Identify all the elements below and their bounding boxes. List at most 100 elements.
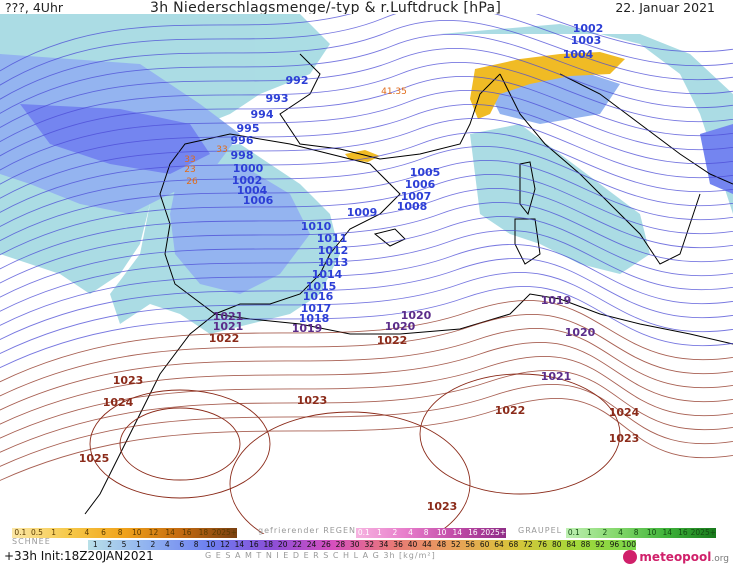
precipitation-layer xyxy=(0,14,733,334)
isobar-line xyxy=(0,146,733,228)
isobar-line xyxy=(0,20,733,100)
coast-adriatic xyxy=(559,73,733,185)
isobar-value-label: 1023 xyxy=(113,374,144,387)
coast-morocco-atlantic xyxy=(84,313,216,515)
legend-scale-value: 1 xyxy=(376,528,382,537)
legend-scale-value: 6 xyxy=(101,528,106,537)
snow-area-alps xyxy=(470,52,625,119)
snow-area-pyrenees xyxy=(345,150,380,162)
legend-scale-value: 14 xyxy=(662,528,673,537)
isobar-line xyxy=(0,300,733,383)
isobar-line xyxy=(0,34,733,114)
precipitation-value-label: 23 xyxy=(184,165,195,175)
isobar-line xyxy=(0,104,733,185)
legend-scale-value: 16 xyxy=(468,528,478,537)
isobar-value-label: 1025 xyxy=(79,452,110,465)
legend-scale-value: 2 xyxy=(107,540,113,549)
legend-scale-value: 4 xyxy=(618,528,623,537)
coast-france xyxy=(279,53,501,160)
coast-africa xyxy=(214,293,733,345)
legend-scale-value: 0.5 xyxy=(30,528,43,537)
rain-area-medium-2 xyxy=(170,164,310,294)
total-precipitation-legend-label: G E S A M T N I E D E R S C H L A G 3h [… xyxy=(205,551,436,560)
legend-scale-value: 10 xyxy=(205,540,216,549)
legend-scale-value: 2025+ xyxy=(480,528,506,537)
precipitation-value-label: 33 xyxy=(184,155,195,165)
precipitation-value-label: 41.35 xyxy=(381,87,407,97)
isobar-value-label: 1008 xyxy=(397,200,428,213)
isobar-value-label: 996 xyxy=(231,134,254,147)
legend-scale-value: 0.1 xyxy=(567,528,580,537)
legend-scale-value: 10 xyxy=(646,528,657,537)
isobar-value-label: 1002 xyxy=(232,174,263,187)
legend-scale-value: 26 xyxy=(321,540,331,549)
isobar-value-label: 1021 xyxy=(213,320,244,333)
coast-corsica xyxy=(519,161,536,216)
isobar-value-label: 1019 xyxy=(541,294,572,307)
legend-scale-value: 64 xyxy=(494,540,504,549)
isobar-value-label: 1023 xyxy=(609,432,640,445)
isobar-value-label: 1020 xyxy=(401,309,432,322)
isobar-value-label: 1022 xyxy=(209,332,240,345)
legend-scale-value: 72 xyxy=(523,540,533,549)
graupel-legend: 0.1 1 2 4 8 10 14 16 2025+ xyxy=(566,528,716,538)
legend-scale-value: 2025+ xyxy=(211,528,238,537)
precipitation-value-label: 26 xyxy=(186,177,198,187)
isobar-line xyxy=(0,62,733,143)
precipitation-pressure-map: 9929939949959969981000100210041006100210… xyxy=(0,14,733,534)
isobar-high-ring xyxy=(89,389,271,499)
isobar-value-label: 1012 xyxy=(318,244,349,257)
isobar-line xyxy=(0,90,733,171)
isobar-line xyxy=(0,244,733,326)
isobar-value-label: 1015 xyxy=(306,280,337,293)
isobar-line xyxy=(0,370,733,453)
isobar-high-ring xyxy=(229,411,471,534)
legend-scale-value: 40 xyxy=(407,540,418,549)
isobar-line xyxy=(0,216,733,298)
legend-scale-value: 80 xyxy=(551,540,562,549)
isobar-value-label: 1009 xyxy=(347,206,378,219)
legend-scale-value: 1 xyxy=(51,528,56,537)
isobar-value-label: 1002 xyxy=(573,22,604,35)
isobar-value-label: 1004 xyxy=(563,48,594,61)
isobar-value-label: 998 xyxy=(231,149,254,162)
logo-icon xyxy=(623,550,638,564)
isobar-value-label: 1003 xyxy=(571,34,602,47)
forecast-date: 22. Januar 2021 xyxy=(615,0,715,15)
isobar-value-label: 1024 xyxy=(609,406,640,419)
legend-scale-value: 56 xyxy=(465,540,475,549)
legend-scale-value: 8 xyxy=(193,540,199,549)
isobar-value-label: 1005 xyxy=(410,166,441,179)
legend-scale-value: 2 xyxy=(67,528,73,537)
legend-scale-value: 100 xyxy=(621,540,636,549)
isobar-value-label: 1018 xyxy=(299,312,330,325)
isobar-line xyxy=(0,342,733,425)
isobar-high-ring xyxy=(419,373,621,495)
legend-scale-value: 48 xyxy=(436,540,447,549)
legend-scale-value: 6 xyxy=(179,540,185,549)
freezing-rain-legend-label: gefrierender REGEN xyxy=(258,526,357,535)
meteopool-logo[interactable]: meteopool.org xyxy=(623,550,729,564)
isobar-line xyxy=(0,188,733,270)
rain-area-heavy-1 xyxy=(20,104,210,174)
legend-scale-value: 88 xyxy=(580,540,591,549)
legend-scale-value: 28 xyxy=(335,540,346,549)
legend-scale-value: 0.1 xyxy=(14,528,27,537)
isobar-value-label: 1024 xyxy=(103,396,134,409)
isobar-value-label: 993 xyxy=(266,92,289,105)
freezing-rain-legend: 0.1 1 2 4 8 10 14 16 2025+ xyxy=(356,528,506,538)
isobar-value-label: 992 xyxy=(286,74,309,87)
legend-scale-value: 92 xyxy=(595,540,605,549)
legend-scale-value: 5 xyxy=(121,540,127,549)
isobar-line xyxy=(0,48,733,129)
rain-area-italy xyxy=(470,124,650,274)
isobar-line xyxy=(0,272,733,355)
legend-scale-value: 2 xyxy=(392,528,398,537)
graupel-legend-label: GRAUPEL xyxy=(518,526,563,535)
map-title: 3h Niederschlagsmenge/-typ & r.Luftdruck… xyxy=(150,0,502,16)
legend-scale-value: 4 xyxy=(164,540,170,549)
isobar-line xyxy=(0,202,733,284)
isobar-line xyxy=(0,328,733,411)
